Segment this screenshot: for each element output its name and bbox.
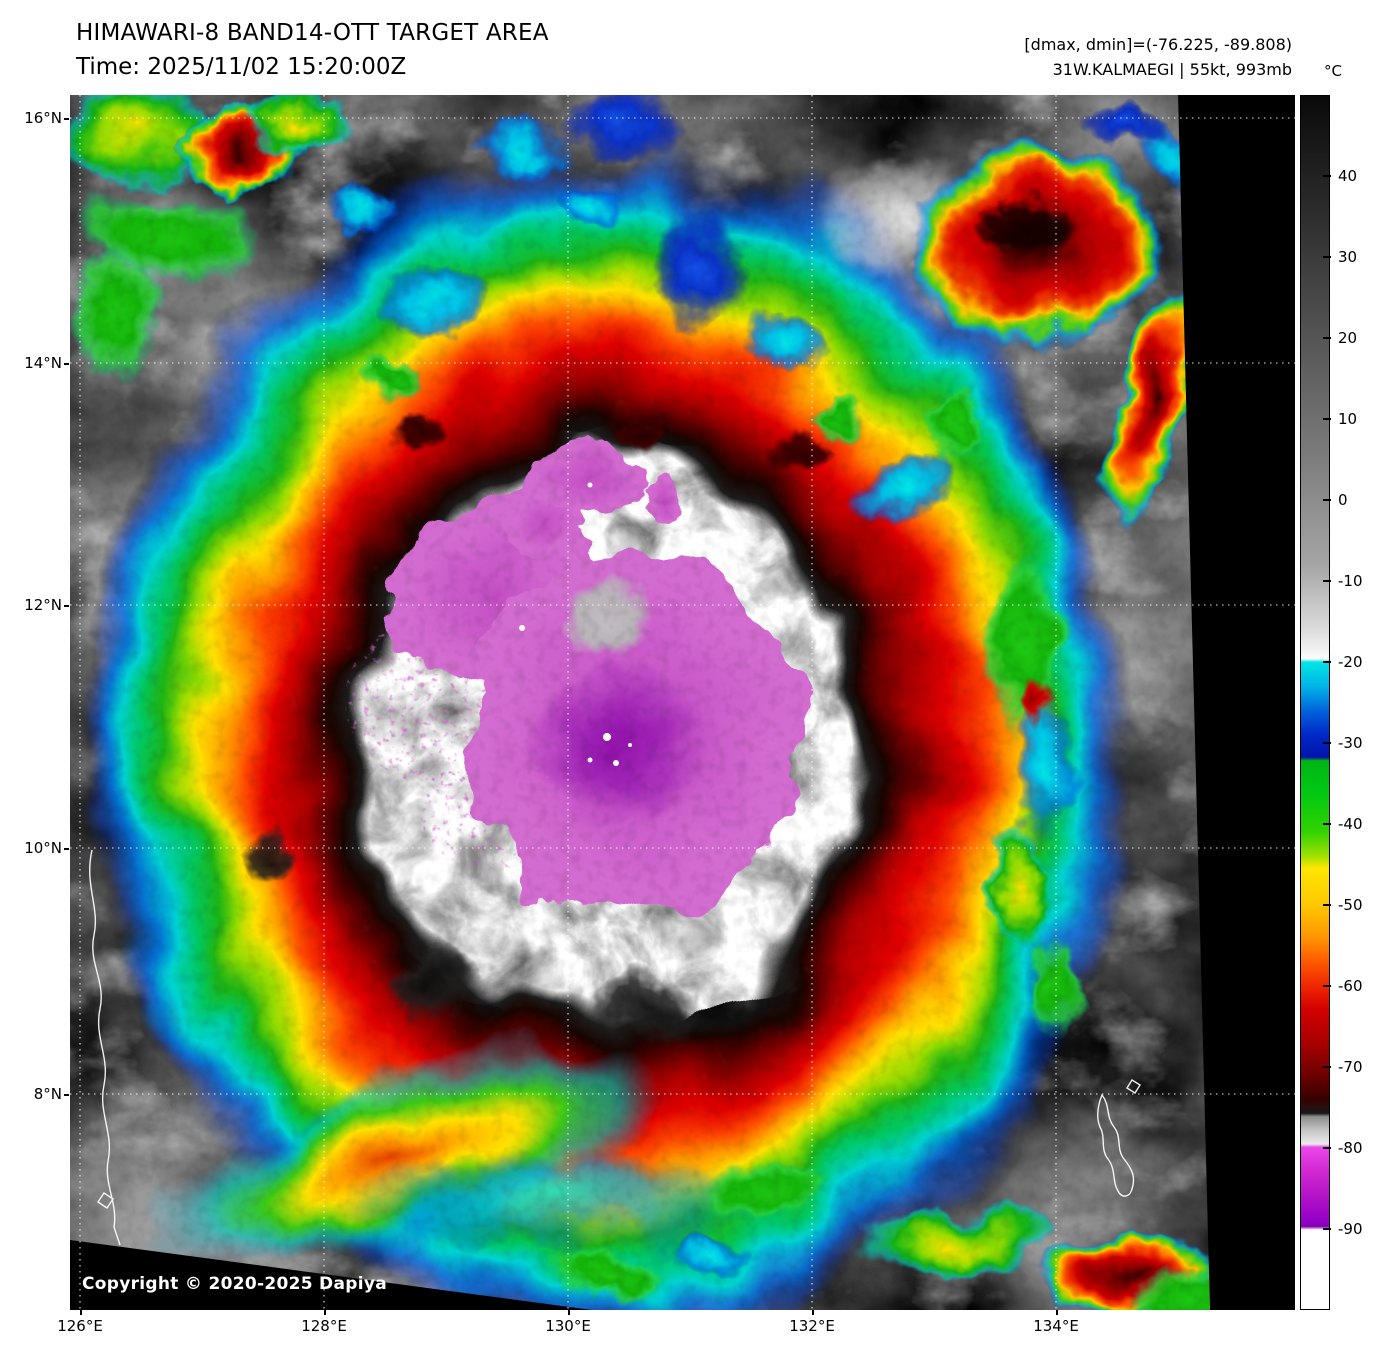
colorbar-tick-mark bbox=[1323, 580, 1331, 582]
colorbar bbox=[1300, 95, 1330, 1310]
y-axis-tick-mark bbox=[64, 118, 69, 120]
figure-time: Time: 2025/11/02 15:20:00Z bbox=[76, 54, 407, 80]
colorbar-tick-label: -10 bbox=[1338, 572, 1363, 590]
colorbar-tick-label: -50 bbox=[1338, 896, 1363, 914]
x-axis-tick-mark bbox=[812, 1310, 814, 1315]
colorbar-tick-label: -90 bbox=[1338, 1220, 1363, 1238]
y-axis-label: 8°N bbox=[33, 1085, 62, 1103]
colorbar-tick-label: 20 bbox=[1338, 329, 1358, 347]
y-axis-label: 10°N bbox=[24, 839, 62, 857]
colorbar-tick-label: -80 bbox=[1338, 1139, 1363, 1157]
coastline-southeast-island bbox=[1097, 1093, 1135, 1197]
figure-title: HIMAWARI-8 BAND14-OTT TARGET AREA bbox=[76, 20, 549, 46]
y-axis-label: 14°N bbox=[24, 354, 62, 372]
x-axis-tick-mark bbox=[568, 1310, 570, 1315]
colorbar-tick-mark bbox=[1323, 1228, 1331, 1230]
x-axis-label: 126°E bbox=[57, 1317, 103, 1335]
x-axis: 126°E 128°E 130°E 132°E 134°E bbox=[0, 1317, 1390, 1341]
dmax-dmin-readout: [dmax, dmin]=(-76.225, -89.808) bbox=[1024, 35, 1292, 54]
y-axis-label: 12°N bbox=[24, 596, 62, 614]
colorbar-tick-mark bbox=[1323, 1066, 1331, 1068]
coastline-southeast-islet bbox=[1126, 1079, 1141, 1094]
satellite-swath bbox=[70, 95, 1210, 1310]
colorbar-tick-mark bbox=[1323, 175, 1331, 177]
colorbar-tick-label: 0 bbox=[1338, 491, 1348, 509]
colorbar-tick-mark bbox=[1323, 337, 1331, 339]
y-axis: 16°N 14°N 12°N 10°N 8°N bbox=[0, 0, 70, 1359]
y-axis-tick-mark bbox=[64, 363, 69, 365]
x-axis-label: 132°E bbox=[789, 1317, 835, 1335]
coastline-west-islet bbox=[97, 1192, 114, 1209]
colorbar-tick-mark bbox=[1323, 904, 1331, 906]
colorbar-tick-mark bbox=[1323, 985, 1331, 987]
colorbar-unit-label: °C bbox=[1324, 62, 1342, 80]
x-axis-label: 128°E bbox=[301, 1317, 347, 1335]
colorbar-tick-mark bbox=[1323, 256, 1331, 258]
colorbar-tick-mark bbox=[1323, 823, 1331, 825]
colorbar-tick-mark bbox=[1323, 499, 1331, 501]
gridlines bbox=[70, 95, 1295, 1310]
x-axis-tick-mark bbox=[324, 1310, 326, 1315]
colorbar-tick-mark bbox=[1323, 661, 1331, 663]
colorbar-tick-label: -20 bbox=[1338, 653, 1363, 671]
figure-meta: [dmax, dmin]=(-76.225, -89.808) 31W.KALM… bbox=[1024, 32, 1292, 82]
satellite-map bbox=[70, 95, 1295, 1310]
colorbar-tick-label: -40 bbox=[1338, 815, 1363, 833]
y-axis-label: 16°N bbox=[24, 109, 62, 127]
y-axis-tick-mark bbox=[64, 848, 69, 850]
colorbar-tick-label: 30 bbox=[1338, 248, 1358, 266]
colorbar-tick-label: 10 bbox=[1338, 410, 1358, 428]
colorbar-gradient bbox=[1301, 96, 1329, 1309]
y-axis-tick-mark bbox=[64, 605, 69, 607]
colorbar-tick-label: -60 bbox=[1338, 977, 1363, 995]
x-axis-tick-mark bbox=[80, 1310, 82, 1315]
colorbar-tick-mark bbox=[1323, 418, 1331, 420]
x-axis-tick-mark bbox=[1056, 1310, 1058, 1315]
y-axis-tick-mark bbox=[64, 1094, 69, 1096]
colorbar-tick-label: -70 bbox=[1338, 1058, 1363, 1076]
colorbar-ticks: 40 30 20 10 0 -10 -20 -30 -40 -50 -60 -70 -80 -90 bbox=[1323, 95, 1390, 1310]
x-axis-label: 130°E bbox=[545, 1317, 591, 1335]
coastlines bbox=[89, 849, 1141, 1246]
x-axis-label: 134°E bbox=[1033, 1317, 1079, 1335]
texture-grit-light bbox=[70, 95, 1210, 1310]
colorbar-tick-label: -30 bbox=[1338, 734, 1363, 752]
storm-info: 31W.KALMAEGI | 55kt, 993mb bbox=[1052, 60, 1292, 79]
copyright: Copyright © 2020-2025 Dapiya bbox=[82, 1274, 387, 1294]
colorbar-tick-mark bbox=[1323, 742, 1331, 744]
colorbar-tick-label: 40 bbox=[1338, 167, 1358, 185]
coastline-west bbox=[89, 849, 121, 1246]
colorbar-tick-mark bbox=[1323, 1147, 1331, 1149]
